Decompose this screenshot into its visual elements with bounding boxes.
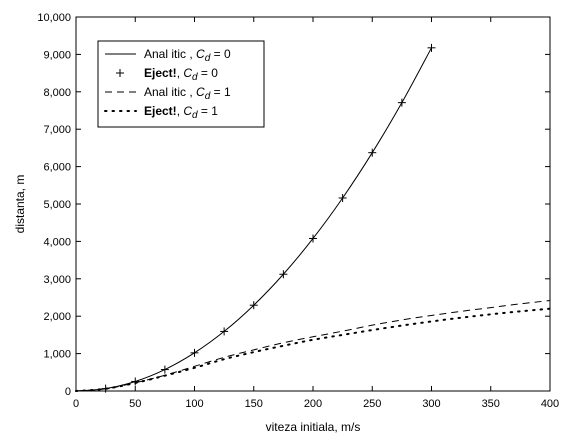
y-tick-label: 3,000: [43, 274, 71, 286]
data-point-plus: [220, 327, 229, 336]
y-axis-label: distanta, m: [13, 175, 27, 234]
legend-label-eq: =: [198, 104, 212, 118]
legend-label: Anal itic , Cd = 0: [144, 47, 231, 64]
legend-marker-plus: [116, 69, 124, 77]
legend-box: [97, 40, 265, 128]
series-line-dotted: [75, 307, 551, 392]
legend-label-value: 1: [211, 104, 218, 118]
legend-label-prefix: Eject!: [144, 66, 177, 80]
y-tick-label: 7,000: [43, 124, 71, 136]
y-axis-ticks: 0 1,000 2,000 3,000 4,000 5,000 6,000 7,000 8,00…: [37, 12, 550, 398]
x-tick-label: 100: [185, 398, 203, 410]
legend-label: Eject!, Cd = 1: [144, 104, 218, 121]
legend-entry-3: Eject!, Cd = 1: [104, 104, 218, 121]
y-tick-label: 1,000: [43, 349, 71, 361]
legend-label: Anal itic , Cd = 1: [144, 85, 231, 102]
x-tick-label: 150: [245, 398, 263, 410]
legend-label-cd: C: [196, 85, 205, 99]
data-point-plus: [190, 348, 199, 357]
legend-entry-1: Eject!, Cd = 0: [116, 66, 218, 83]
legend-label-cd: C: [183, 66, 192, 80]
series-2: [75, 299, 551, 392]
x-tick-label: 0: [73, 398, 79, 410]
legend-label-cd-sub: d: [205, 53, 211, 64]
legend-label-value: 0: [211, 66, 218, 80]
legend-label-cd-sub: d: [205, 91, 211, 102]
series-3: [75, 307, 551, 392]
y-tick-label: 2,000: [43, 311, 71, 323]
legend-label: Eject!, Cd = 0: [144, 66, 218, 83]
data-point-plus: [427, 43, 436, 52]
y-tick-label: 9,000: [43, 49, 71, 61]
legend-label-separator: ,: [186, 47, 196, 61]
data-point-plus: [368, 148, 377, 157]
series-layer: [75, 43, 551, 393]
data-point-plus: [131, 377, 140, 386]
legend-label-cd: C: [183, 104, 192, 118]
legend-label-cd-sub: d: [192, 110, 198, 121]
x-axis-ticks: 0 50 100 150 200 250 300 350 400: [73, 17, 559, 410]
x-tick-label: 400: [541, 398, 559, 410]
legend-entry-2: Anal itic , Cd = 1: [105, 85, 231, 102]
legend-label-prefix: Anal itic: [144, 85, 186, 99]
legend-label-cd: C: [196, 47, 205, 61]
legend-label-prefix: Eject!: [144, 104, 177, 118]
legend-label-separator: ,: [177, 104, 184, 118]
legend-label-value: 1: [224, 85, 231, 99]
series-line-dashed: [75, 299, 551, 392]
data-point-plus: [160, 365, 169, 374]
x-tick-label: 300: [422, 398, 440, 410]
data-point-plus: [309, 234, 317, 243]
legend-label-eq: =: [198, 66, 212, 80]
y-tick-label: 10,000: [37, 12, 71, 24]
data-point-plus: [249, 301, 258, 310]
data-point-plus: [338, 193, 347, 202]
legend-label-prefix: Anal itic: [144, 47, 186, 61]
legend-label-value: 0: [224, 47, 231, 61]
legend-label-eq: =: [210, 47, 224, 61]
legend-label-separator: ,: [186, 85, 196, 99]
legend-label-cd-sub: d: [192, 72, 198, 83]
x-tick-label: 200: [304, 398, 322, 410]
y-tick-label: 4,000: [43, 236, 71, 248]
y-tick-label: 8,000: [43, 87, 71, 99]
legend-label-eq: =: [210, 85, 224, 99]
y-tick-label: 0: [65, 386, 71, 398]
x-tick-label: 50: [129, 398, 141, 410]
x-tick-label: 250: [363, 398, 381, 410]
legend-entry-0: Anal itic , Cd = 0: [105, 47, 231, 64]
x-tick-label: 350: [482, 398, 500, 410]
data-point-plus: [397, 98, 406, 107]
legend-label-separator: ,: [177, 66, 184, 80]
x-axis-label: viteza initiala, m/s: [266, 420, 361, 434]
y-tick-label: 5,000: [43, 199, 71, 211]
y-tick-label: 6,000: [43, 162, 71, 174]
data-point-plus: [279, 270, 288, 279]
